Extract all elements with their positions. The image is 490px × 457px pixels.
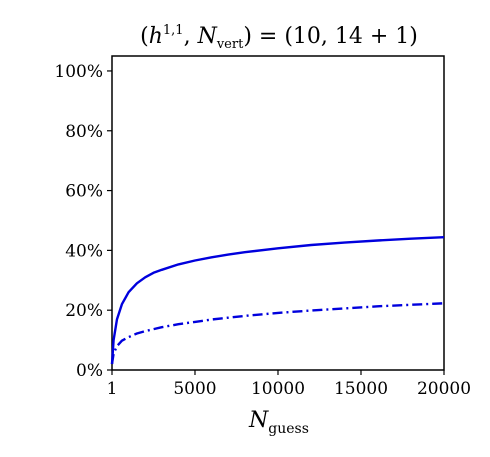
- x-tick-label: 20000: [417, 379, 471, 399]
- chart-title-text: (h1,1, Nvert) = (10, 14 + 1): [140, 23, 418, 52]
- chart-title: (h1,1, Nvert) = (10, 14 + 1): [140, 23, 418, 52]
- x-tick-label: 15000: [334, 379, 388, 399]
- x-axis-label-text: Nguess: [248, 408, 309, 437]
- series-layer: [110, 236, 445, 365]
- y-tick-label: 80%: [65, 122, 103, 142]
- series-line-dashdot: [110, 302, 445, 365]
- plot-frame: [111, 55, 445, 371]
- x-tick-label: 5000: [173, 379, 216, 399]
- x-tick-label: 1: [107, 379, 118, 399]
- x-axis-label: Nguess: [248, 408, 309, 437]
- y-tick-label: 100%: [54, 62, 103, 82]
- plot-area: [111, 55, 445, 371]
- y-tick-label: 0%: [76, 361, 103, 381]
- y-tick-label: 20%: [65, 301, 103, 321]
- x-tick-label: 10000: [251, 379, 305, 399]
- y-tick-label: 60%: [65, 182, 103, 202]
- series-line-solid: [110, 236, 445, 365]
- y-tick-label: 40%: [65, 241, 103, 261]
